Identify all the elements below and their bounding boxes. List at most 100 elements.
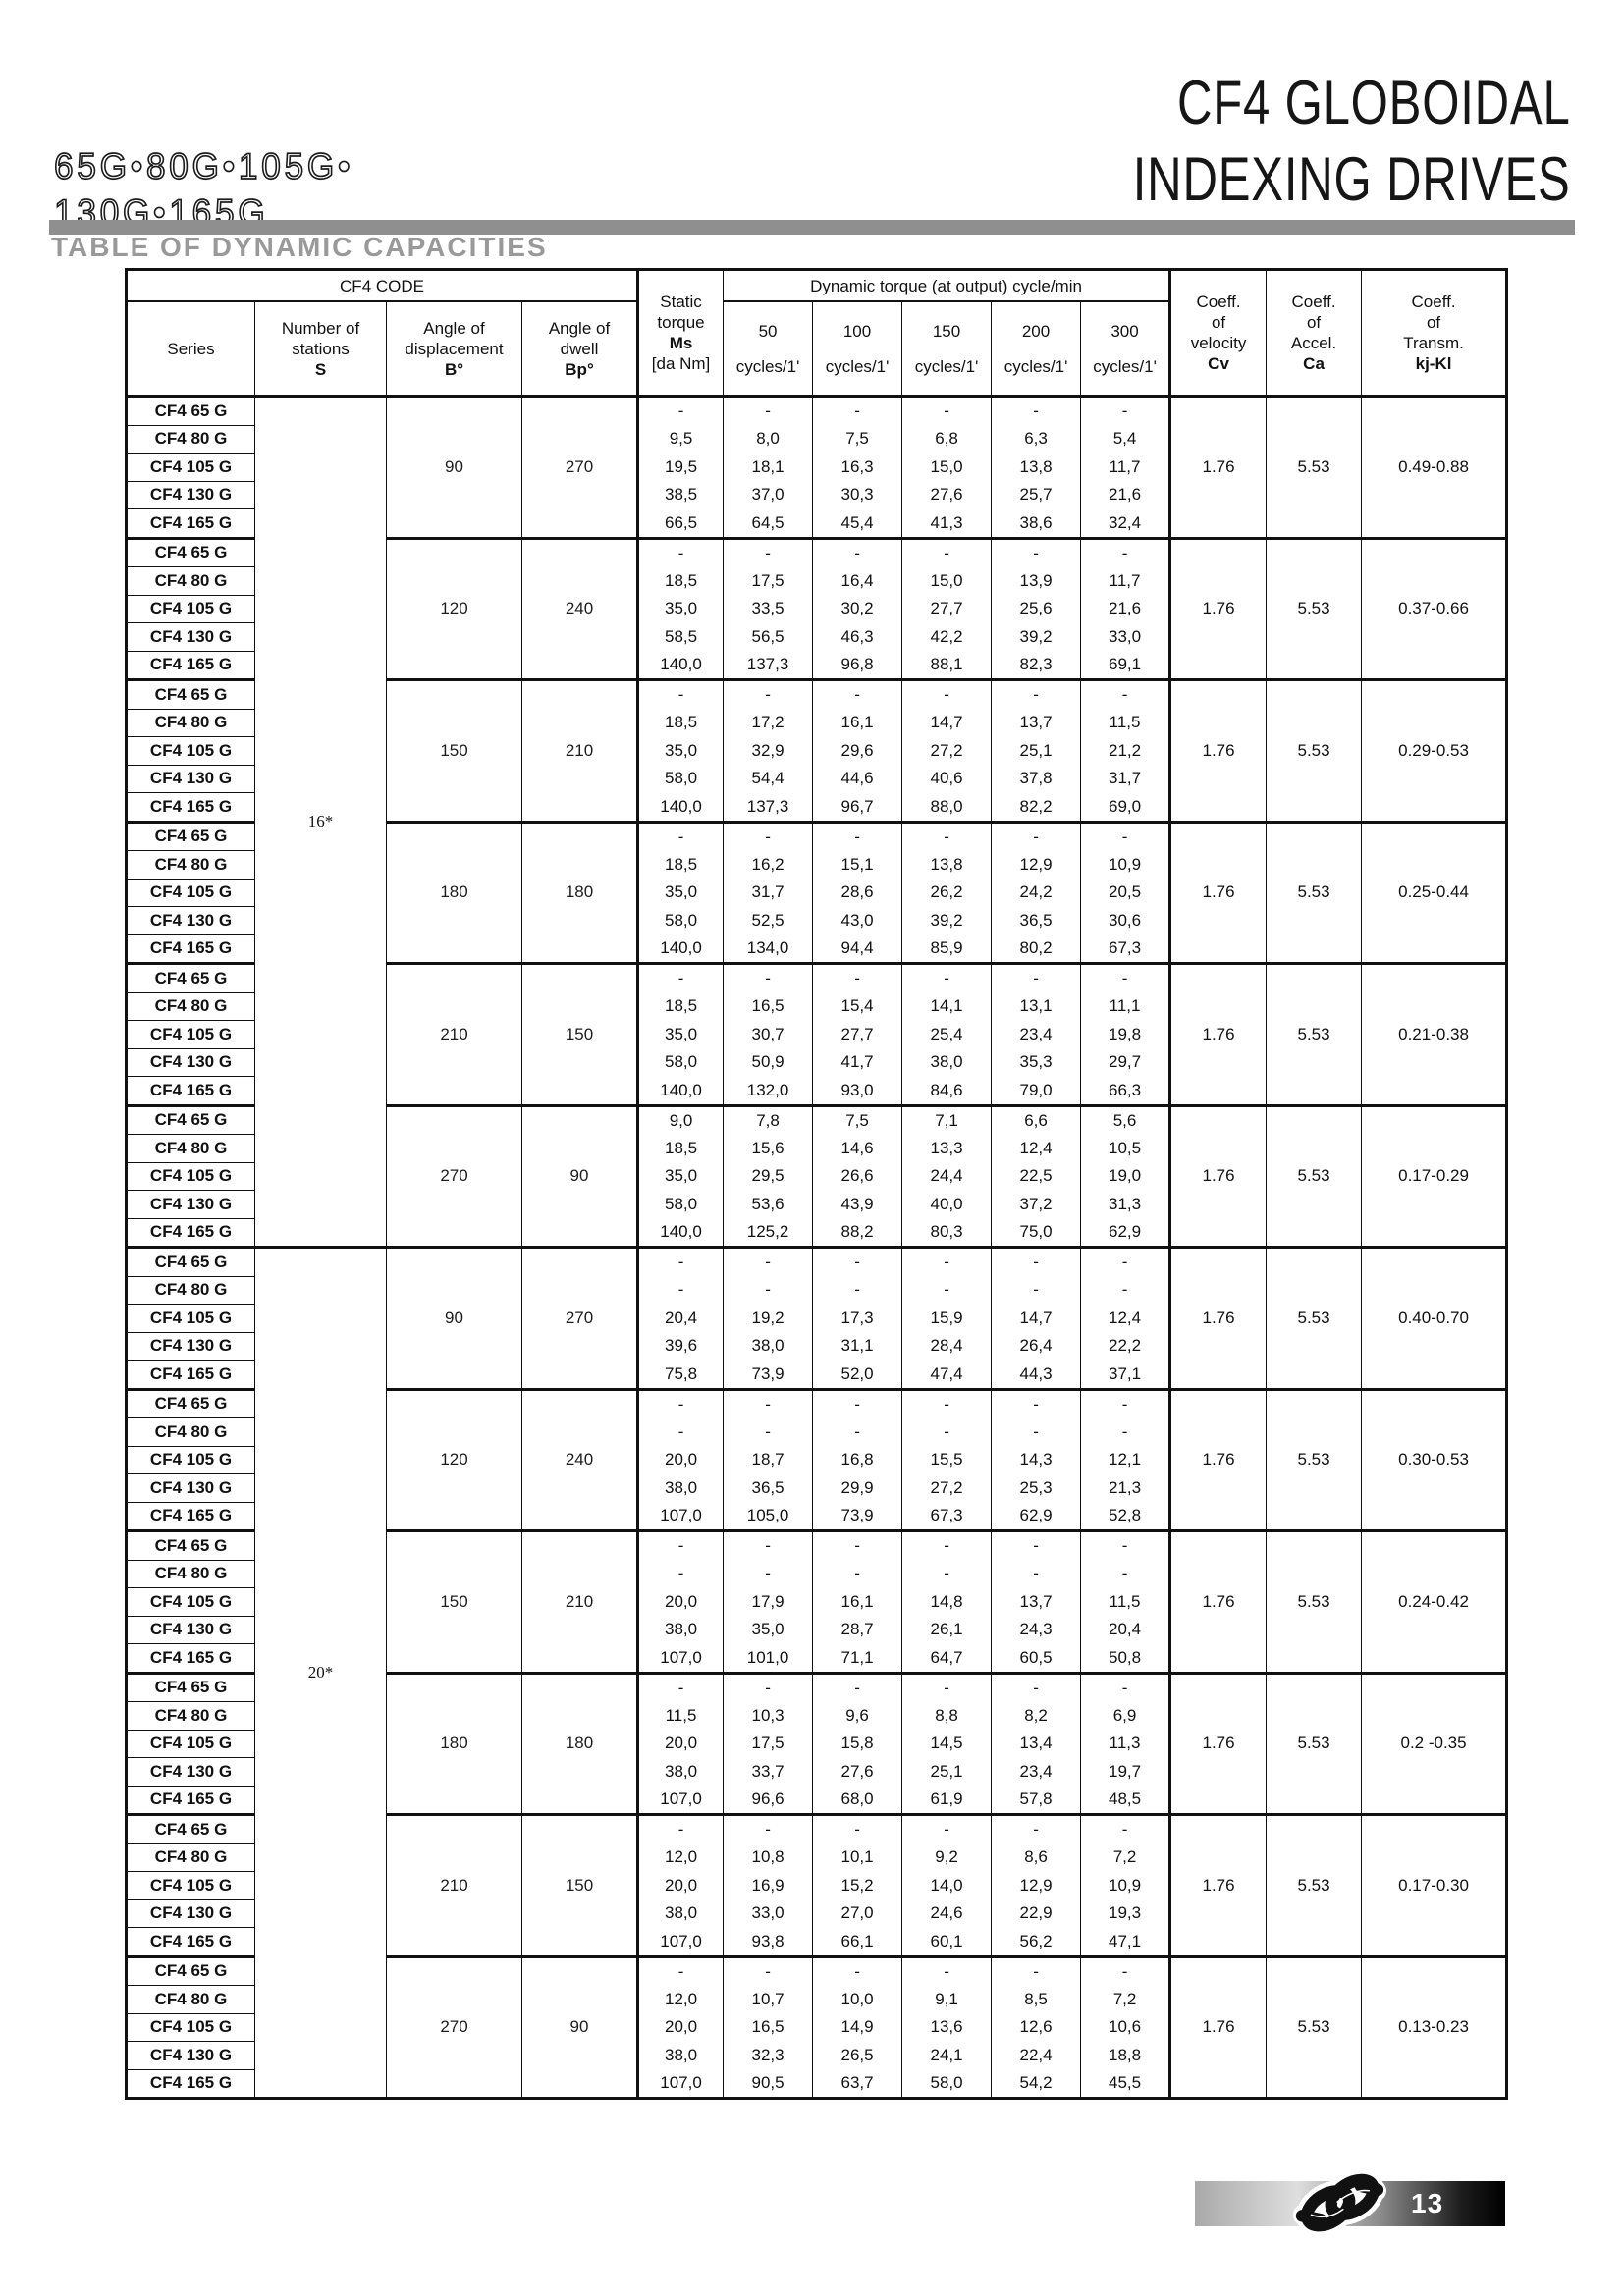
static-torque-cell: - [636,536,725,567]
dynamic-torque-cell: - [812,820,903,851]
table-row: CF4 65 G 20* 90 270- - - - - -1.76 5.53 0.40-0.70 [126,1246,1508,2099]
dynamic-torque-cell: 6,6 [991,1103,1082,1135]
static-torque-cell: 18,5 [636,709,725,737]
dynamic-torque-cell: 14,1 [901,992,993,1021]
series-cell: CF4 65 G [126,678,255,710]
series-cell: CF4 80 G [126,991,255,1021]
static-torque-cell: 66,5 [636,508,725,538]
dynamic-torque-cell: 6,8 [901,425,993,454]
static-torque-cell: 58,0 [636,1048,725,1077]
dynamic-torque-cell: 13,7 [991,1587,1082,1616]
dynamic-torque-cell: 20,5 [1080,879,1171,907]
displacement-cell: 90 [386,1246,522,1390]
dynamic-torque-cell: 13,9 [991,566,1082,595]
dynamic-torque-cell: 132,0 [723,1076,814,1105]
coeff-transm-cell: 0.25-0.44 [1361,820,1508,964]
section-title: TABLE OF DYNAMIC CAPACITIES [51,232,548,262]
table-row: CF4 165 G 107,0 90,5 63,7 58,0 54,2 45,5 [126,2068,1507,2099]
series-cell: CF4 65 G [126,395,255,426]
dynamic-torque-cell: 125,2 [723,1218,814,1248]
table-row: CF4 130 G 58,5 56,5 46,3 42,2 39,2 33,0 [126,622,1507,652]
dynamic-torque-cell: 27,2 [901,736,993,765]
dynamic-torque-cell: 21,6 [1080,595,1171,623]
model-codes: 65G•80G•105G• 130G•165G [53,145,354,234]
series-cell: CF4 105 G [126,453,255,482]
dynamic-torque-cell: 23,4 [991,1020,1082,1048]
table-row: CF4 65 G 210 150- - - - - -1.76 5.53 0.21-0.38 [126,962,1508,1106]
dynamic-torque-cell: 137,3 [723,792,814,822]
series-cell: CF4 165 G [126,934,255,964]
series-cell: CF4 80 G [126,1701,255,1731]
coeff-accel-cell: 5.53 [1266,1387,1363,1531]
dynamic-torque-cell: 13,1 [991,992,1082,1021]
dynamic-torque-cell: 44,6 [812,765,903,793]
dynamic-torque-cell: 14,6 [812,1134,903,1162]
dynamic-torque-cell: 10,1 [812,1843,903,1872]
dynamic-torque-cell: - [1080,536,1171,567]
dynamic-torque-cell: 88,0 [901,792,993,822]
dynamic-torque-cell: 50,9 [723,1048,814,1077]
dynamic-torque-cell: 27,7 [812,1020,903,1048]
series-cell: CF4 130 G [126,1190,255,1219]
coeff-accel-cell: 5.53 [1266,1954,1363,2099]
dynamic-torque-cell: 84,6 [901,1076,993,1105]
static-torque-symbol: Ms [669,334,693,352]
dynamic-torque-cell: 16,2 [723,850,814,879]
dynamic-torque-cell: 24,4 [901,1162,993,1191]
dynamic-torque-cell: 9,6 [812,1701,903,1730]
series-cell: CF4 65 G [126,1529,255,1561]
dynamic-torque-cell: 45,5 [1080,2069,1171,2099]
dynamic-torque-cell: 10,5 [1080,1134,1171,1162]
dynamic-torque-cell: 16,5 [723,2013,814,2042]
table-row: CF4 65 G 120 240- - - - - -1.76 5.53 0.30-0.53 [126,1387,1508,1531]
dynamic-torque-cell: - [991,1671,1082,1702]
static-torque-cell: 140,0 [636,934,725,964]
dynamic-torque-cell: - [991,1276,1082,1305]
dynamic-torque-cell: 21,6 [1080,481,1171,509]
static-torque-cell: 140,0 [636,651,725,680]
series-cell: CF4 130 G [126,2041,255,2070]
dynamic-torque-cell: - [812,1954,903,1986]
cycles-unit: cycles/1' [735,356,800,376]
dynamic-torque-cell: 7,2 [1080,1843,1171,1872]
dynamic-torque-cell: 15,6 [723,1134,814,1162]
dynamic-torque-cell: 43,0 [812,906,903,934]
dynamic-torque-cell: 36,5 [723,1473,814,1502]
cycles-rate: 100 [842,321,872,341]
coeff-accel-cell: 5.53 [1266,962,1363,1106]
header-dwell: Angle of dwell Bp° [520,300,639,397]
dynamic-torque-cell: 19,7 [1080,1757,1171,1786]
dynamic-torque-cell: - [901,536,993,567]
dynamic-torque-cell: 27,6 [901,481,993,509]
cycles-unit: cycles/1' [1093,356,1157,376]
stations-label: Number of stations [281,318,360,358]
static-torque-cell: - [636,1560,725,1588]
static-torque-cell: - [636,1671,725,1702]
table-row: CF4 80 G 18,5 15,6 14,6 13,3 12,4 10,5 [126,1134,1507,1163]
dynamic-torque-cell: 12,9 [991,1871,1082,1899]
series-cell: CF4 165 G [126,1360,255,1390]
coeff-velocity-cell: 1.76 [1168,1529,1268,1674]
dynamic-torque-cell: 88,2 [812,1218,903,1248]
dynamic-torque-cell: 137,3 [723,651,814,680]
static-torque-cell: 58,0 [636,1190,725,1218]
series-cell: CF4 65 G [126,1387,255,1418]
dynamic-torque-cell: 31,1 [812,1332,903,1361]
series-cell: CF4 80 G [126,1559,255,1588]
dynamic-torque-cell: 12,4 [1080,1304,1171,1332]
dynamic-torque-cell: 41,3 [901,508,993,538]
table-row: CF4 165 G 140,0 125,2 88,2 80,3 75,0 62,9 [126,1217,1507,1248]
table-row: CF4 80 G 18,5 16,5 15,4 14,1 13,1 11,1 [126,991,1507,1021]
dynamic-torque-cell: - [1080,1246,1171,1276]
dynamic-torque-cell: 42,2 [901,622,993,651]
coeff-velocity-cell: 1.76 [1168,962,1268,1106]
coeff-accel-cell: 5.53 [1266,1246,1363,1390]
series-cell: CF4 165 G [126,1785,255,1815]
static-torque-cell: 140,0 [636,792,725,822]
series-cell: CF4 65 G [126,1813,255,1844]
displacement-cell: 120 [386,1387,522,1531]
dynamic-torque-cell: 26,5 [812,2041,903,2069]
dynamic-torque-cell: 52,0 [812,1360,903,1389]
dynamic-torque-cell: 39,2 [991,622,1082,651]
table-row: CF4 65 G 180 180- - - - - -1.76 5.53 0.25-0.44 [126,820,1508,964]
